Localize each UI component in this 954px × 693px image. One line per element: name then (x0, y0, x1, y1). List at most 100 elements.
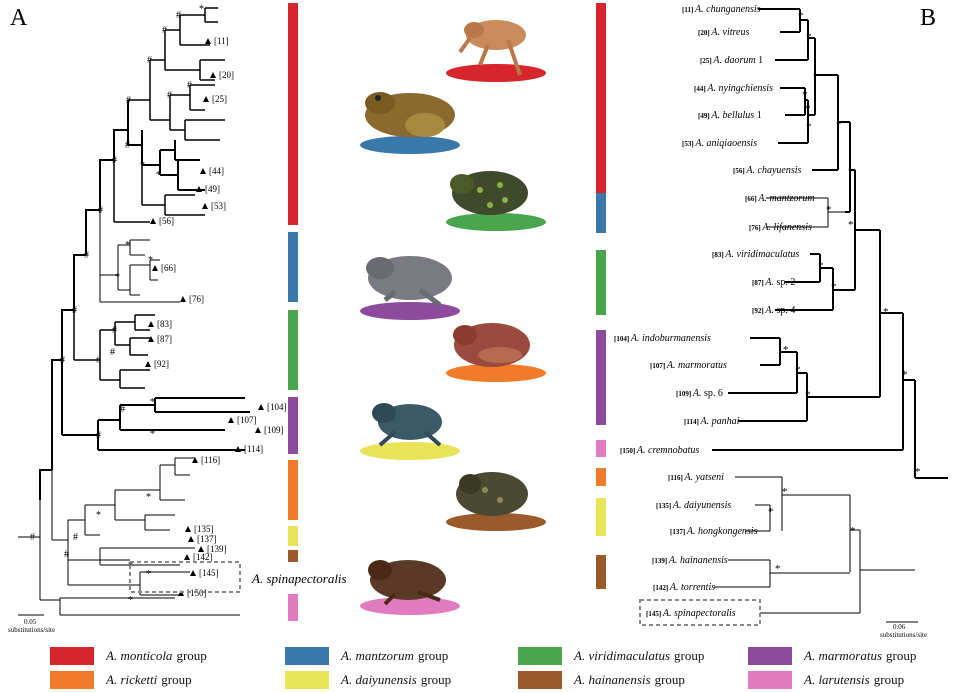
tip-triangle-icon (145, 361, 151, 367)
svg-text:#: # (126, 95, 131, 106)
bar-a-ricketti (288, 460, 298, 520)
legend-suffix: group (176, 648, 207, 663)
svg-text:*: * (146, 569, 151, 580)
frog-marmoratus-image (360, 256, 460, 320)
tip-triangle-icon (188, 536, 194, 542)
tree-b-tip-label: [150] A. cremnobatus (620, 445, 699, 456)
svg-text:#: # (84, 250, 89, 261)
svg-text:*: * (125, 240, 130, 251)
tree-b-tip-labels: [11] A. chunganensis [20] A. vitreus [25] … (614, 4, 815, 619)
legend-item-mantzorum: A. mantzorum group (285, 647, 448, 665)
svg-text:*: * (831, 281, 837, 293)
tip-triangle-icon (180, 296, 186, 302)
frog-ricketti-image (446, 323, 546, 382)
tree-b-tip-label: [11] A. chunganensis (682, 4, 761, 15)
tree-b-tip-label: [142] A. torrentis (653, 582, 715, 593)
highlight-box-b (639, 599, 761, 626)
legend-item-marmoratus: A. marmoratus group (748, 647, 916, 665)
svg-text:*: * (798, 10, 804, 22)
svg-text:*: * (146, 492, 151, 503)
tree-b-tip-label: [145] A. spinapectoralis (646, 608, 736, 619)
svg-text:*: * (915, 466, 921, 478)
svg-text:#: # (98, 205, 103, 216)
svg-text:*: * (199, 4, 204, 15)
tree-a-tip-label: [145] (199, 568, 219, 578)
tree-a-tip-label: [114] (244, 444, 263, 454)
legend-name: A. hainanensis (574, 672, 651, 687)
bar-a-viridimaculatus (288, 310, 298, 390)
tree-a-tip-label: [137] (197, 534, 217, 544)
tip-triangle-icon (185, 526, 191, 532)
frog-daiyunensis-image (360, 403, 460, 460)
tip-triangle-icon (196, 186, 202, 192)
legend-name: A. mantzorum (341, 648, 414, 663)
highlight-label-a: A. spinapectoralis (251, 571, 347, 586)
bar-b-mantzorum (596, 193, 606, 233)
svg-text:*: * (806, 121, 812, 133)
svg-text:*: * (775, 563, 781, 575)
tree-a-tip-label: [104] (267, 402, 287, 412)
legend-swatch (748, 671, 792, 689)
tip-triangle-icon (202, 203, 208, 209)
tip-triangle-icon (228, 417, 234, 423)
tree-b-tip-label: [139] A. hainanensis (652, 555, 728, 566)
tree-b-tip-label: [116] A. yatseni (668, 472, 724, 483)
tree-a-tip-label: [92] (154, 359, 169, 369)
tree-a-tip-label: [139] (207, 544, 227, 554)
tree-b-tip-label: [66] A. mantzorum (745, 193, 815, 204)
tree-b-tip-label: [83] A. viridimaculatus (712, 249, 799, 260)
svg-text:#: # (72, 305, 77, 316)
svg-text:#: # (125, 140, 130, 151)
bar-b-monticola (596, 3, 606, 205)
tree-b-tip-label: [135] A. daiyunensis (656, 500, 731, 511)
legend-suffix: group (873, 672, 905, 687)
legend-name: A. larutensis (804, 672, 870, 687)
bar-b-daiyunensis (596, 498, 606, 536)
svg-text:*: * (150, 429, 155, 440)
group-bars-a (288, 3, 298, 621)
tip-triangle-icon (235, 446, 241, 452)
svg-text:*: * (128, 595, 133, 606)
svg-text:*: * (148, 255, 153, 266)
svg-text:*: * (115, 272, 120, 283)
svg-text:#: # (64, 549, 69, 560)
tip-triangle-icon (203, 96, 209, 102)
legend-suffix: group (654, 672, 685, 687)
svg-text:*: * (806, 31, 812, 43)
bar-a-marmoratus (288, 397, 298, 454)
svg-text:#: # (162, 25, 167, 36)
tree-a-tip-label: [116] (201, 455, 220, 465)
tree-b-tip-label: [107] A. marmoratus (650, 360, 727, 371)
tip-triangle-icon (205, 38, 211, 44)
legend-swatch (285, 647, 329, 665)
panel-a-label: A (10, 5, 28, 31)
svg-text:*: * (813, 71, 819, 83)
tree-b-tip-label: [56] A. chayuensis (733, 165, 802, 176)
tree-a-tip-label: [83] (157, 319, 172, 329)
svg-text:*: * (156, 170, 161, 181)
svg-text:#: # (167, 90, 172, 101)
svg-text:#: # (112, 155, 117, 166)
svg-text:#: # (187, 80, 192, 91)
tree-b-tip-label: [104] A. indoburmanensis (614, 333, 711, 344)
svg-text:*: * (782, 486, 788, 498)
svg-text:*: * (902, 369, 908, 381)
legend-item-viridimaculatus: A. viridimaculatus group (518, 647, 704, 665)
legend-name: A. viridimaculatus (574, 648, 671, 663)
bar-a-daiyunensis (288, 526, 298, 546)
bar-a-hainanensis (288, 550, 298, 562)
svg-text:#: # (96, 355, 101, 366)
tip-triangle-icon (198, 546, 204, 552)
svg-text:*: * (850, 525, 856, 537)
frog-spinapectoralis-image (360, 560, 460, 615)
legend-suffix: group (886, 648, 917, 663)
frog-mantzorum-image (360, 92, 460, 154)
tree-a-tip-label: [25] (212, 94, 227, 104)
group-legend: A. monticola group A. mantzorum group A.… (0, 640, 954, 693)
bar-b-ricketti (596, 468, 606, 486)
svg-text:#: # (110, 347, 115, 358)
tree-a-tip-label: [44] (209, 166, 224, 176)
svg-text:*: * (848, 166, 854, 178)
svg-text:#: # (60, 355, 65, 366)
tree-b-tip-label: [25] A. daorum 1 (700, 55, 763, 66)
